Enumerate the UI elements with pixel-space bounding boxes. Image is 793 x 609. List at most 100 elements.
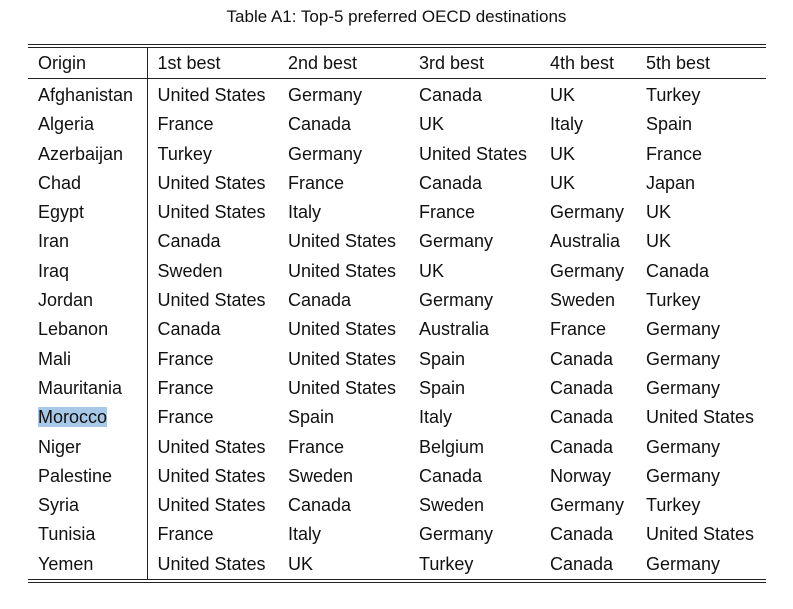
- cell-4th-best[interactable]: Sweden: [550, 290, 616, 311]
- cell-1st-best[interactable]: United States: [157, 202, 266, 223]
- cell-4th-best[interactable]: UK: [550, 172, 576, 193]
- cell-4th-best[interactable]: Australia: [550, 231, 621, 252]
- cell-1st-best[interactable]: United States: [157, 290, 266, 311]
- cell-5th-best[interactable]: Canada: [646, 260, 710, 281]
- cell-3rd-best[interactable]: UK: [419, 260, 445, 281]
- cell-5th-best[interactable]: UK: [646, 202, 672, 223]
- cell-2nd-best[interactable]: Germany: [288, 85, 363, 105]
- cell-2nd-best[interactable]: Canada: [288, 290, 352, 311]
- cell-origin[interactable]: Algeria: [28, 110, 148, 140]
- cell-1st-best[interactable]: United States: [157, 495, 266, 516]
- cell-1st-best[interactable]: France: [157, 377, 214, 398]
- cell-3rd-best[interactable]: Canada: [419, 85, 483, 105]
- cell-5th-best[interactable]: Japan: [646, 172, 696, 193]
- cell-origin[interactable]: Jordan: [28, 286, 148, 316]
- cell-2nd-best[interactable]: France: [288, 172, 345, 193]
- cell-3rd-best[interactable]: Canada: [419, 172, 483, 193]
- cell-2nd-best[interactable]: Canada: [288, 495, 352, 516]
- cell-2nd-best[interactable]: United States: [288, 377, 397, 398]
- cell-origin[interactable]: Yemen: [28, 549, 148, 580]
- cell-3rd-best[interactable]: France: [419, 202, 476, 223]
- cell-2nd-best[interactable]: United States: [288, 260, 397, 281]
- cell-origin[interactable]: Lebanon: [28, 315, 148, 345]
- cell-4th-best[interactable]: Canada: [550, 407, 614, 428]
- cell-2nd-best[interactable]: United States: [288, 231, 397, 252]
- cell-5th-best[interactable]: UK: [646, 231, 672, 252]
- cell-4th-best[interactable]: Canada: [550, 436, 614, 457]
- cell-3rd-best[interactable]: Belgium: [419, 436, 485, 457]
- cell-3rd-best[interactable]: UK: [419, 114, 445, 135]
- cell-4th-best[interactable]: Norway: [550, 465, 612, 486]
- cell-3rd-best[interactable]: Australia: [419, 319, 490, 340]
- cell-4th-best[interactable]: Germany: [550, 260, 625, 281]
- cell-origin[interactable]: Azerbaijan: [28, 139, 148, 169]
- cell-1st-best[interactable]: France: [157, 348, 214, 369]
- cell-origin[interactable]: Chad: [28, 168, 148, 199]
- cell-2nd-best[interactable]: Germany: [288, 143, 363, 164]
- cell-3rd-best[interactable]: Turkey: [419, 553, 474, 574]
- cell-3rd-best[interactable]: Germany: [419, 290, 494, 311]
- cell-5th-best[interactable]: Germany: [646, 553, 721, 574]
- cell-1st-best[interactable]: Canada: [157, 319, 221, 340]
- cell-5th-best[interactable]: Germany: [646, 319, 721, 340]
- cell-origin[interactable]: Mali: [28, 344, 148, 374]
- cell-3rd-best[interactable]: Germany: [419, 231, 494, 252]
- cell-4th-best[interactable]: France: [550, 319, 607, 340]
- cell-2nd-best[interactable]: Italy: [288, 524, 322, 545]
- cell-2nd-best[interactable]: Sweden: [288, 465, 354, 486]
- cell-3rd-best[interactable]: Sweden: [419, 495, 485, 516]
- cell-4th-best[interactable]: UK: [550, 143, 576, 164]
- cell-4th-best[interactable]: Canada: [550, 348, 614, 369]
- cell-4th-best[interactable]: Italy: [550, 114, 584, 135]
- cell-1st-best[interactable]: France: [157, 524, 214, 545]
- cell-4th-best[interactable]: Germany: [550, 202, 625, 223]
- cell-5th-best[interactable]: Germany: [646, 348, 721, 369]
- cell-2nd-best[interactable]: United States: [288, 348, 397, 369]
- cell-5th-best[interactable]: Turkey: [646, 495, 701, 516]
- cell-1st-best[interactable]: United States: [157, 553, 266, 574]
- cell-1st-best[interactable]: Turkey: [157, 143, 212, 164]
- cell-1st-best[interactable]: United States: [157, 465, 266, 486]
- cell-4th-best[interactable]: Germany: [550, 495, 625, 516]
- cell-1st-best[interactable]: United States: [157, 172, 266, 193]
- cell-1st-best[interactable]: France: [157, 407, 214, 428]
- cell-origin[interactable]: Syria: [28, 491, 148, 521]
- cell-5th-best[interactable]: United States: [646, 524, 755, 545]
- cell-3rd-best[interactable]: Spain: [419, 348, 466, 369]
- cell-1st-best[interactable]: United States: [157, 436, 266, 457]
- cell-5th-best[interactable]: Spain: [646, 114, 693, 135]
- cell-5th-best[interactable]: Germany: [646, 436, 721, 457]
- cell-origin[interactable]: Egypt: [28, 198, 148, 228]
- cell-origin[interactable]: Tunisia: [28, 520, 148, 550]
- cell-1st-best[interactable]: France: [157, 114, 214, 135]
- cell-3rd-best[interactable]: Germany: [419, 524, 494, 545]
- cell-origin[interactable]: Palestine: [28, 461, 148, 492]
- cell-3rd-best[interactable]: Canada: [419, 465, 483, 486]
- cell-1st-best[interactable]: United States: [157, 85, 266, 105]
- cell-2nd-best[interactable]: Spain: [288, 407, 335, 428]
- cell-3rd-best[interactable]: United States: [419, 143, 528, 164]
- cell-4th-best[interactable]: Canada: [550, 553, 614, 574]
- cell-1st-best[interactable]: Canada: [157, 231, 221, 252]
- cell-4th-best[interactable]: Canada: [550, 377, 614, 398]
- cell-3rd-best[interactable]: Spain: [419, 377, 466, 398]
- cell-origin[interactable]: Niger: [28, 432, 148, 462]
- cell-2nd-best[interactable]: Italy: [288, 202, 322, 223]
- cell-origin[interactable]: Iran: [28, 227, 148, 257]
- cell-2nd-best[interactable]: UK: [288, 553, 314, 574]
- cell-2nd-best[interactable]: United States: [288, 319, 397, 340]
- cell-origin[interactable]: Iraq: [28, 256, 148, 287]
- cell-3rd-best[interactable]: Italy: [419, 407, 453, 428]
- cell-origin[interactable]: Mauritania: [28, 373, 148, 404]
- cell-2nd-best[interactable]: France: [288, 436, 345, 457]
- cell-5th-best[interactable]: Germany: [646, 377, 721, 398]
- cell-5th-best[interactable]: Turkey: [646, 290, 701, 311]
- cell-1st-best[interactable]: Sweden: [157, 260, 223, 281]
- cell-4th-best[interactable]: UK: [550, 85, 576, 105]
- cell-2nd-best[interactable]: Canada: [288, 114, 352, 135]
- cell-5th-best[interactable]: Turkey: [646, 85, 701, 105]
- cell-origin[interactable]: Afghanistan: [28, 78, 148, 111]
- cell-5th-best[interactable]: France: [646, 143, 703, 164]
- selected-text[interactable]: Morocco: [38, 407, 108, 428]
- cell-origin[interactable]: Morocco: [28, 403, 148, 433]
